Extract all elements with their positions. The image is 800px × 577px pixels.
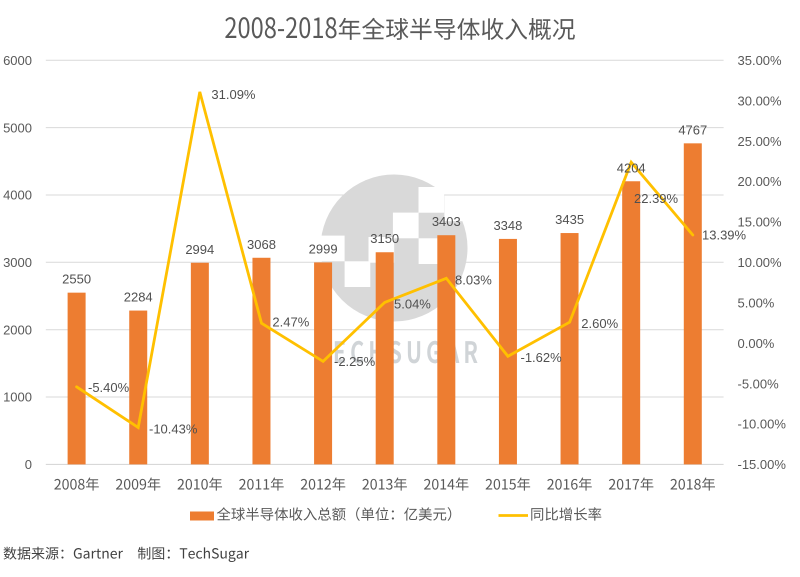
svg-text:5000: 5000 [3,120,32,135]
svg-text:2284: 2284 [124,290,153,305]
svg-text:-5.00%: -5.00% [738,376,780,391]
svg-text:35.00%: 35.00% [738,53,783,68]
svg-text:25.00%: 25.00% [738,134,783,149]
svg-text:1000: 1000 [3,390,32,405]
svg-text:3150: 3150 [370,231,399,246]
svg-text:3435: 3435 [555,212,584,227]
svg-text:2550: 2550 [62,272,91,287]
svg-text:30.00%: 30.00% [738,93,783,108]
svg-text:15.00%: 15.00% [738,215,783,230]
svg-text:3000: 3000 [3,255,32,270]
svg-text:20.00%: 20.00% [738,174,783,189]
svg-text:2994: 2994 [185,242,214,257]
svg-text:22.39%: 22.39% [634,191,679,206]
svg-text:-10.00%: -10.00% [738,417,787,432]
svg-text:6000: 6000 [3,53,32,68]
svg-text:3403: 3403 [432,214,461,229]
svg-text:4204: 4204 [617,160,646,175]
svg-text:3348: 3348 [493,218,522,233]
svg-text:2000: 2000 [3,322,32,337]
svg-text:4000: 4000 [3,188,32,203]
svg-text:5.00%: 5.00% [738,296,775,311]
svg-text:-2.25%: -2.25% [334,354,376,369]
svg-text:13.39%: 13.39% [702,228,747,243]
svg-text:5.04%: 5.04% [394,297,431,312]
svg-text:0.00%: 0.00% [738,336,775,351]
svg-text:31.09%: 31.09% [211,87,256,102]
svg-text:10.00%: 10.00% [738,255,783,270]
svg-text:2.47%: 2.47% [272,315,309,330]
svg-text:2.60%: 2.60% [581,316,618,331]
svg-text:-1.62%: -1.62% [521,350,563,365]
svg-text:3068: 3068 [247,237,276,252]
svg-text:-15.00%: -15.00% [738,457,787,472]
svg-text:-10.43%: -10.43% [149,422,198,437]
svg-text:-5.40%: -5.40% [88,380,130,395]
svg-text:8.03%: 8.03% [455,273,492,288]
svg-text:2999: 2999 [309,241,338,256]
svg-text:4767: 4767 [678,122,707,137]
svg-text:0: 0 [25,457,32,472]
